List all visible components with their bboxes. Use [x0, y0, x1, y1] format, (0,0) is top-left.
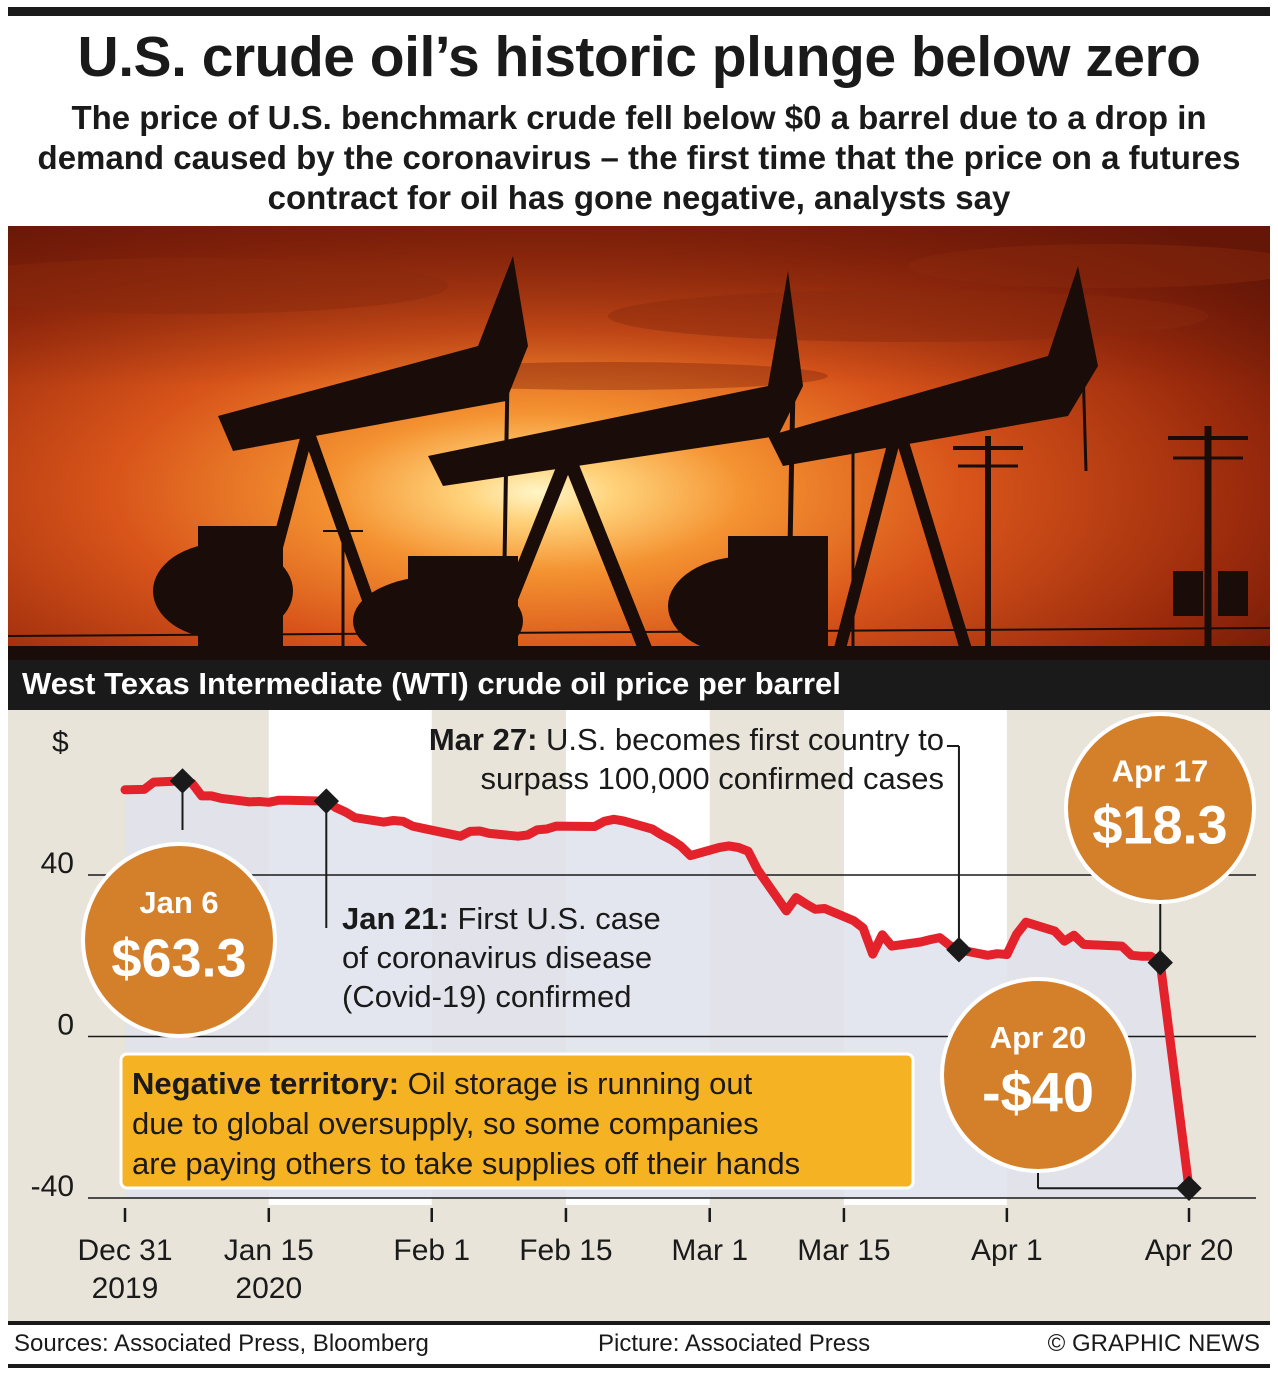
x-tick-label: Jan 15 — [224, 1234, 314, 1267]
apr17-bubble-date: Apr 17 — [1112, 754, 1208, 789]
apr17-bubble-circle — [1064, 712, 1256, 904]
mar27-note-bold: Mar 27: — [429, 722, 538, 757]
negative-territory-note-bold: Negative territory: — [132, 1066, 399, 1101]
oil-pumpjack-photo — [8, 226, 1270, 710]
y-tick-label: 40 — [41, 847, 74, 880]
apr17-bubble-value: $18.3 — [1092, 796, 1227, 856]
wti-price-chart: 40 0 -40 $ Dec 31 2019 Jan 15 2020 Feb 1 Feb 15 M… — [8, 710, 1270, 1321]
x-tick-label: 2020 — [235, 1272, 302, 1305]
page-subtitle: The price of U.S. benchmark crude fell b… — [37, 99, 1241, 216]
apr20-bubble-circle — [940, 977, 1136, 1173]
page-title: U.S. crude oil’s historic plunge below z… — [77, 25, 1201, 89]
chart-svg: 40 0 -40 $ Dec 31 2019 Jan 15 2020 Feb 1 Feb 15 M… — [8, 710, 1270, 1321]
jan21-note: Jan 21: First U.S. case of coronavirus di… — [342, 901, 661, 1014]
jan6-bubble-circle — [81, 842, 277, 1038]
jan21-note-line: (Covid-19) confirmed — [342, 979, 631, 1014]
chart-header: West Texas Intermediate (WTI) crude oil … — [8, 660, 1270, 710]
negative-territory-note: Negative territory: Oil storage is runni… — [132, 1066, 800, 1181]
bottom-rule — [8, 1364, 1270, 1368]
apr20-bubble-date: Apr 20 — [990, 1020, 1086, 1055]
mar27-note-first-line: U.S. becomes first country to — [537, 722, 944, 757]
mar27-note: Mar 27: U.S. becomes first country to sur… — [429, 722, 944, 796]
top-rule — [8, 7, 1270, 16]
y-tick-label: 0 — [57, 1009, 74, 1042]
price-line — [120, 776, 1194, 1193]
y-axis-label: $ — [52, 726, 69, 759]
jan6-bubble-value: $63.3 — [111, 928, 246, 988]
jan21-note-bold: Jan 21: — [342, 901, 449, 936]
x-tick-label: Apr 1 — [971, 1234, 1043, 1267]
negative-territory-note-line: due to global oversupply, so some compan… — [132, 1106, 759, 1141]
negative-territory-box — [119, 1052, 915, 1190]
x-tick-label: Feb 1 — [393, 1234, 470, 1267]
x-tick-label: Dec 31 — [77, 1234, 172, 1267]
x-tick-label: Mar 1 — [671, 1234, 748, 1267]
jan21-note-line: of coronavirus disease — [342, 940, 652, 975]
footer-rule — [8, 1321, 1270, 1325]
mar27-note-line: surpass 100,000 confirmed cases — [480, 761, 944, 796]
negative-territory-note-first-line: Oil storage is running out — [399, 1066, 753, 1101]
x-tick-label: Feb 15 — [519, 1234, 612, 1267]
x-tick-label: Mar 15 — [797, 1234, 890, 1267]
sources-credit: Sources: Associated Press, Bloomberg — [14, 1330, 429, 1357]
picture-credit: Picture: Associated Press — [598, 1330, 871, 1357]
x-tick-label: 2019 — [92, 1272, 159, 1305]
jan21-note-first-line: First U.S. case — [449, 901, 661, 936]
jan6-bubble-date: Jan 6 — [139, 885, 218, 920]
x-tick-label: Apr 20 — [1145, 1234, 1233, 1267]
apr20-bubble-value: -$40 — [982, 1060, 1094, 1123]
photo-illustration — [8, 226, 1270, 710]
y-tick-label: -40 — [31, 1170, 74, 1203]
graphic-news-credit: © GRAPHIC NEWS — [1047, 1330, 1260, 1357]
negative-territory-note-line: are paying others to take supplies off t… — [132, 1146, 800, 1181]
